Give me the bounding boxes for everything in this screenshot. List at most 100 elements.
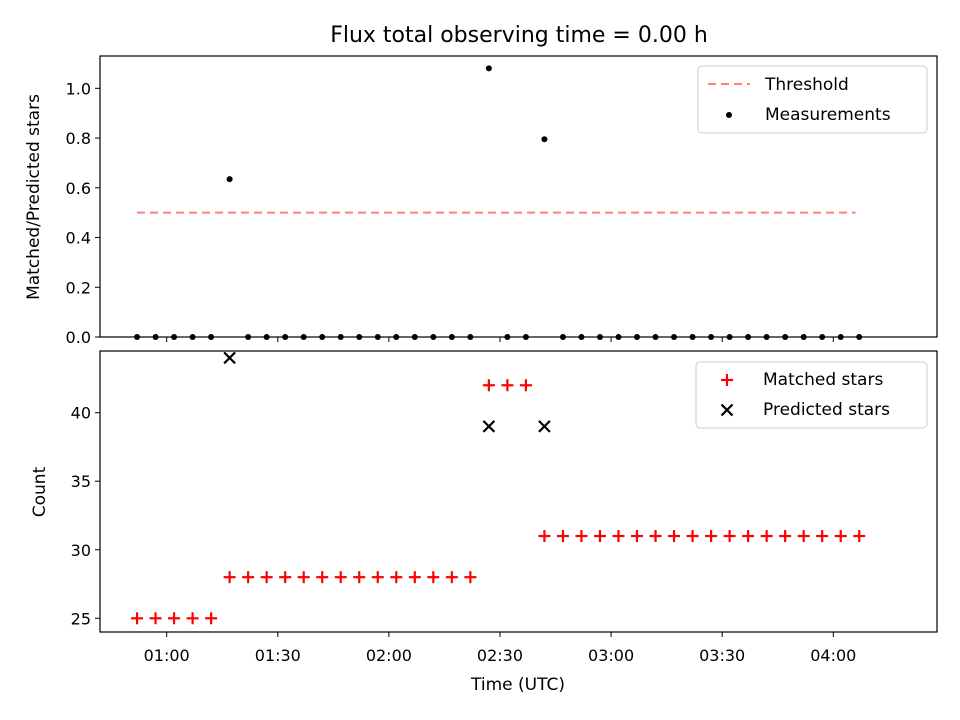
measurement-point <box>634 334 641 340</box>
matched-star-point <box>297 571 310 584</box>
x-tick-label: 04:00 <box>810 646 856 665</box>
bottom-y-tick-label: 30 <box>71 541 91 560</box>
top-y-tick-label: 0.8 <box>66 129 91 148</box>
measurement-point <box>559 334 566 340</box>
measurement-point <box>763 334 770 340</box>
matched-star-point <box>853 530 866 543</box>
measurement-point <box>152 334 159 340</box>
measurement-point <box>171 334 178 340</box>
top-axes-frame <box>99 55 938 338</box>
measurement-point <box>856 334 863 340</box>
matched-star-point <box>834 530 847 543</box>
measurement-point <box>652 334 659 340</box>
measurement-point <box>356 334 363 340</box>
legend-predicted-label: Predicted stars <box>763 400 890 420</box>
top-y-tick-label: 0.4 <box>66 229 91 248</box>
x-tick-label: 02:30 <box>477 646 523 665</box>
matched-star-point <box>223 571 236 584</box>
matched-star-point <box>816 530 829 543</box>
matched-star-point <box>242 571 255 584</box>
measurement-point <box>522 334 529 340</box>
measurement-point <box>467 334 474 340</box>
legend-measurements-swatch <box>726 112 732 118</box>
legend-predicted-swatch <box>720 403 734 417</box>
matched-star-point <box>538 530 551 543</box>
measurement-point <box>578 334 585 340</box>
measurement-point <box>689 334 696 340</box>
measurement-point <box>319 334 326 340</box>
matched-star-point <box>649 530 662 543</box>
x-tick-label: 01:00 <box>144 646 190 665</box>
matched-star-point <box>760 530 773 543</box>
measurement-point <box>393 334 400 340</box>
measurement-point <box>411 334 418 340</box>
measurement-point <box>726 334 733 340</box>
top-y-tick-label: 1.0 <box>66 79 91 98</box>
legend-matched-label: Matched stars <box>763 370 883 390</box>
measurement-point <box>337 334 344 340</box>
matched-star-point <box>482 379 495 392</box>
x-tick-label: 03:00 <box>588 646 634 665</box>
bottom-y-tick-label: 40 <box>71 404 91 423</box>
matched-star-point <box>686 530 699 543</box>
x-tick-label: 01:30 <box>255 646 301 665</box>
matched-star-point <box>390 571 403 584</box>
matched-star-point <box>149 612 162 625</box>
bottom-y-tick-label: 35 <box>71 472 91 491</box>
bottom-panel: 01:00 01:30 02:00 02:30 03:00 03:30 04:00 25 30 3… <box>71 350 938 665</box>
legend-threshold-label: Threshold <box>764 75 849 95</box>
matched-star-point <box>205 612 218 625</box>
chart-title: Flux total observing time = 0.00 h <box>330 23 708 48</box>
measurement-point <box>485 65 492 72</box>
measurement-point <box>134 334 141 340</box>
measurement-point <box>448 334 455 340</box>
matched-star-point <box>168 612 181 625</box>
matched-star-point <box>260 571 273 584</box>
measurement-point <box>208 334 215 340</box>
measurement-point <box>430 334 437 340</box>
matched-star-point <box>427 571 440 584</box>
matched-star-point <box>779 530 792 543</box>
top-panel: 0.0 0.2 0.4 0.6 0.8 1.0 <box>66 55 938 347</box>
measurement-point <box>189 334 196 340</box>
measurement-point <box>300 334 307 340</box>
predicted-star-point <box>538 420 551 433</box>
top-y-tick-label: 0.2 <box>66 278 91 297</box>
measurement-point <box>837 334 844 340</box>
matched-star-point <box>575 530 588 543</box>
x-tick-label: 03:30 <box>699 646 745 665</box>
measurement-point <box>615 334 622 340</box>
matched-star-point <box>279 571 292 584</box>
matched-star-point <box>353 571 366 584</box>
bottom-y-axis-label: Count <box>30 466 50 517</box>
measurement-point <box>745 334 752 340</box>
matched-star-point <box>668 530 681 543</box>
bottom-y-tick-label: 25 <box>71 609 91 628</box>
bottom-legend: Matched stars Predicted stars <box>695 361 928 429</box>
matched-star-point <box>501 379 514 392</box>
measurement-point <box>671 334 678 340</box>
top-y-tick-label: 0.6 <box>66 179 91 198</box>
measurement-point <box>782 334 789 340</box>
bottom-legend-box <box>695 361 928 429</box>
measurement-point <box>263 334 270 340</box>
matched-star-point <box>797 530 810 543</box>
measurement-point <box>800 334 807 340</box>
legend-measurements-label: Measurements <box>765 105 891 125</box>
matched-star-point <box>612 530 625 543</box>
matched-star-point <box>723 530 736 543</box>
measurement-point <box>819 334 826 340</box>
matched-star-point <box>445 571 458 584</box>
x-axis-label: Time (UTC) <box>470 675 565 695</box>
x-tick-label: 02:00 <box>366 646 412 665</box>
measurement-point <box>226 176 233 183</box>
matched-star-point <box>334 571 347 584</box>
top-y-axis-label: Matched/Predicted stars <box>24 94 44 300</box>
matched-star-point <box>705 530 718 543</box>
matched-star-point <box>408 571 421 584</box>
top-y-tick-label: 0.0 <box>66 328 91 347</box>
top-legend-box <box>697 65 928 134</box>
matched-star-point <box>464 571 477 584</box>
measurement-point <box>374 334 381 340</box>
